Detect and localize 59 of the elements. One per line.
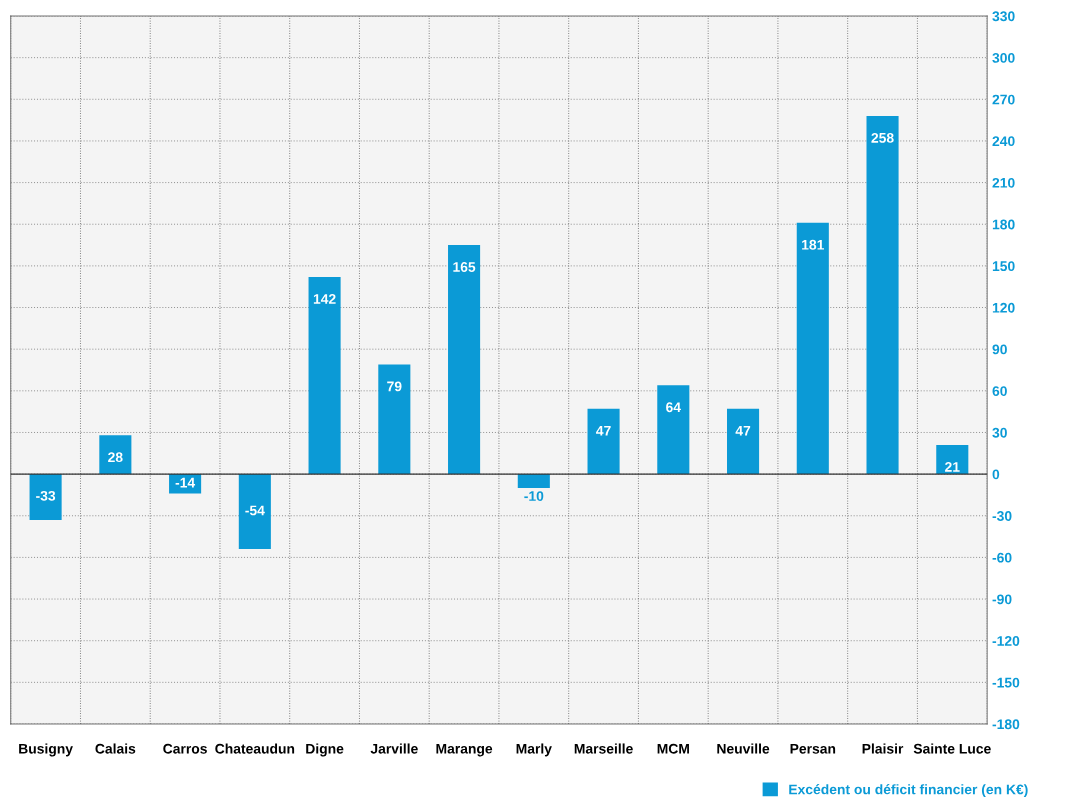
x-tick-label: Marange [436,743,493,757]
y-tick-label: 120 [992,302,1015,313]
legend-label: Excédent ou déficit financier (en K€) [789,784,1028,798]
data-label: -14 [175,477,196,488]
bar [657,385,690,475]
x-tick-label: Neuville [717,743,770,754]
y-tick-label: 0 [992,469,1000,480]
x-tick-label: MCM [657,743,689,754]
bar [587,408,620,475]
y-tick-label: 150 [992,261,1015,272]
y-tick-label: -180 [992,719,1020,730]
y-tick-label: -60 [992,552,1012,563]
data-label: 21 [945,461,960,472]
x-tick-label: Busigny [19,743,73,757]
bar [727,408,760,475]
bar [517,474,550,488]
x-tick-label: Jarville [370,743,418,754]
y-tick-label: 270 [992,94,1015,105]
y-tick-label: 330 [992,11,1015,22]
data-label: 181 [802,239,824,250]
y-tick-label: 60 [992,386,1007,396]
y-tick-label: -150 [992,677,1020,688]
x-tick-label: Carros [163,743,207,754]
data-label: 165 [453,262,476,272]
x-tick-label: Chateaudun [215,743,295,754]
data-label: 64 [666,402,681,413]
data-label: 79 [387,381,402,392]
data-label: 47 [735,426,751,436]
data-label: 142 [313,294,336,304]
bar [796,222,829,475]
x-tick-label: Marseille [574,743,633,754]
x-tick-label: Marly [516,743,552,757]
y-tick-label: -90 [992,594,1012,605]
data-label: 47 [596,426,611,436]
x-tick-label: Plaisir [862,743,904,754]
bar [29,474,62,520]
x-tick-label: Persan [790,743,836,754]
y-tick-label: 90 [992,344,1007,355]
y-tick-label: 240 [992,136,1015,147]
bar [378,364,411,475]
y-tick-label: -30 [992,511,1012,521]
bar [448,245,481,475]
y-tick-label: 180 [992,219,1015,230]
data-label: -33 [36,490,56,501]
y-tick-label: 30 [992,427,1007,438]
data-label: -10 [524,491,544,501]
y-tick-label: 210 [992,177,1015,188]
bar [866,115,899,475]
x-tick-label: Sainte Luce [913,743,991,754]
data-label: 28 [108,452,123,463]
y-tick-label: -120 [992,636,1020,646]
bar [238,474,271,550]
x-tick-label: Digne [306,743,344,757]
bar [99,435,132,475]
bar [308,276,341,475]
data-label: 258 [871,132,894,143]
data-label: -54 [245,505,265,516]
x-tick-label: Calais [95,743,136,754]
y-tick-label: 300 [992,52,1015,63]
